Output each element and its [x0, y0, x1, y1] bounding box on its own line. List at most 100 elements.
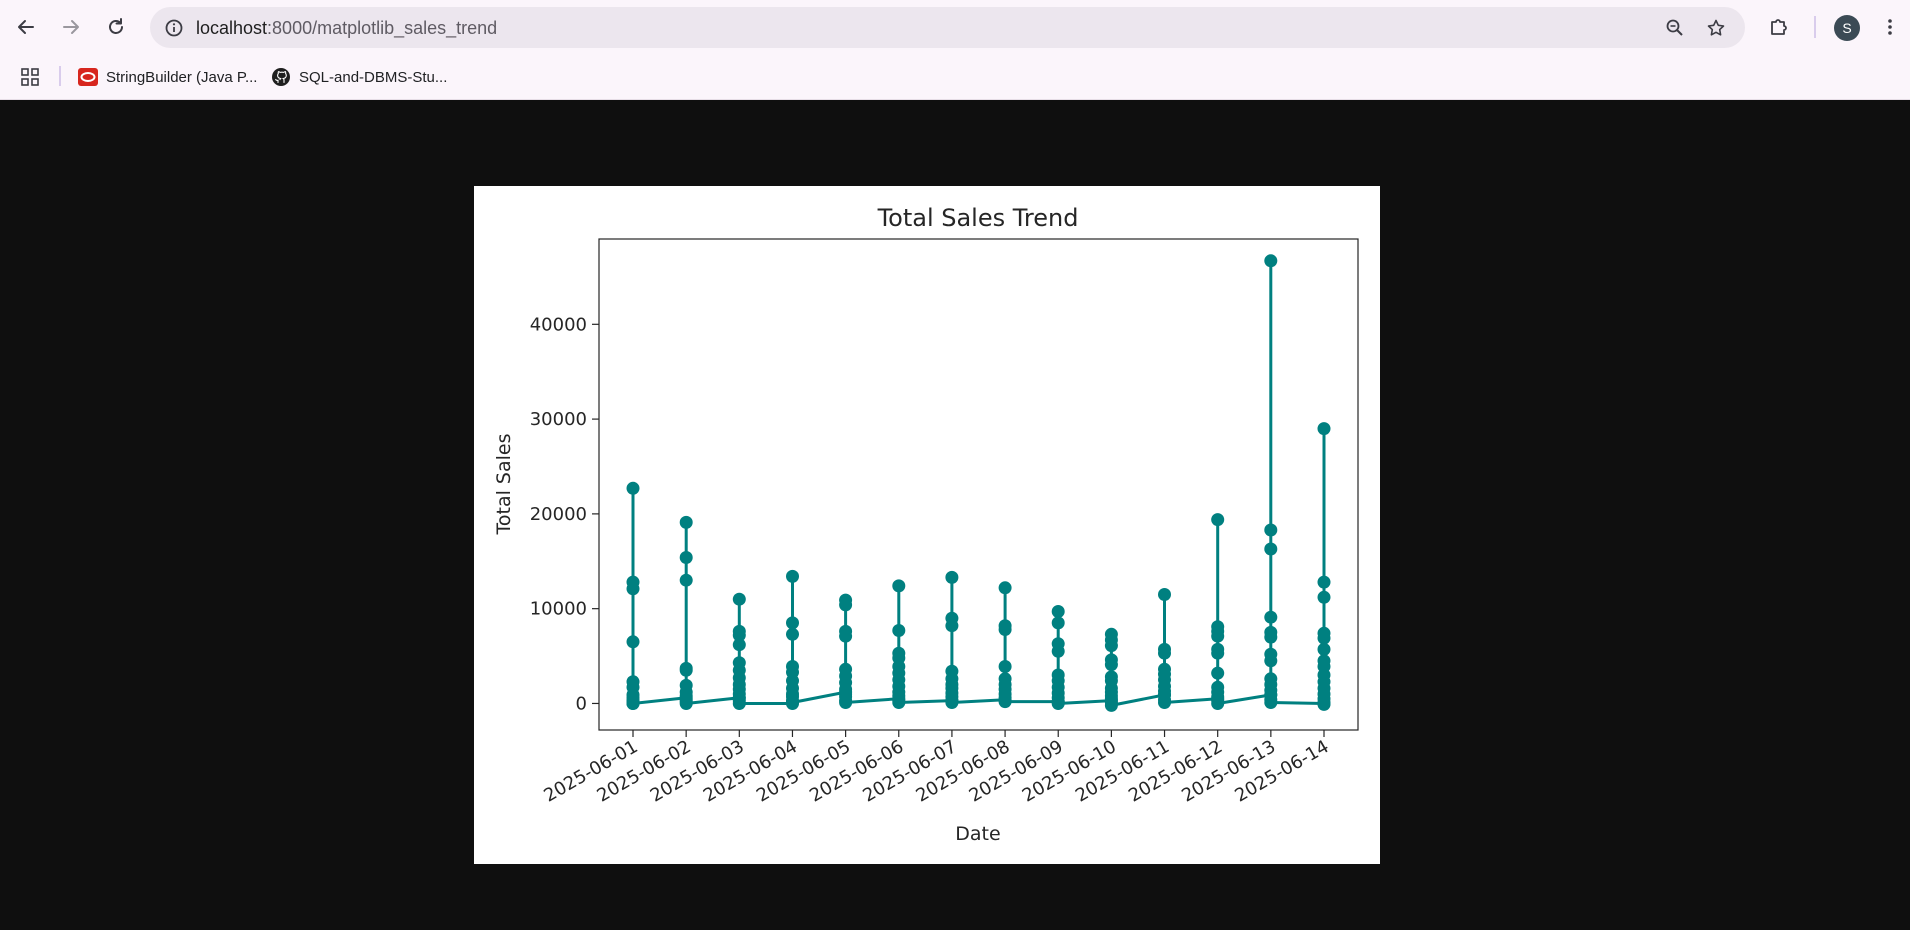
- data-point: [1104, 639, 1118, 653]
- data-point: [1317, 575, 1331, 589]
- data-point: [892, 624, 906, 637]
- y-tick-label: 10000: [530, 599, 587, 620]
- data-point: [1317, 422, 1331, 436]
- bookmark-star-button[interactable]: [1701, 13, 1731, 43]
- forward-arrow-icon: [63, 20, 79, 34]
- apps-grid-icon: [21, 68, 39, 86]
- x-axis: 2025-06-012025-06-022025-06-032025-06-04…: [540, 730, 1333, 807]
- bookmarks-bar: [0, 57, 1910, 100]
- data-point: [839, 598, 853, 612]
- data-point: [945, 696, 959, 709]
- sales-trend-chart: Total Sales Trend 010000200003000040000 …: [493, 204, 1359, 845]
- data-point: [732, 638, 746, 652]
- data-point: [732, 697, 746, 710]
- menu-button[interactable]: [1873, 10, 1907, 44]
- data-point: [626, 635, 640, 649]
- y-axis: 0 10000 20000 30000 40000: [530, 314, 599, 714]
- data-point: [679, 663, 693, 677]
- data-point: [1317, 642, 1331, 656]
- url-path: :8000/matplotlib_sales_trend: [267, 18, 498, 38]
- data-point: [1051, 616, 1065, 630]
- plot-area: [598, 238, 1359, 731]
- zoom-button[interactable]: [1660, 13, 1690, 43]
- data-point: [892, 579, 906, 593]
- data-point: [1264, 523, 1278, 537]
- data-point: [945, 619, 959, 633]
- data-point: [732, 592, 746, 606]
- data-point: [945, 570, 959, 584]
- data-point: [1158, 646, 1171, 660]
- data-point: [679, 697, 693, 710]
- data-point: [626, 582, 640, 596]
- avatar[interactable]: S: [1834, 15, 1860, 41]
- bookmark-label: StringBuilder (Java P...: [106, 68, 258, 86]
- data-point: [1051, 644, 1065, 658]
- chart-title: Total Sales Trend: [877, 204, 1079, 232]
- data-point: [1211, 697, 1225, 710]
- bookmarks-divider: [59, 66, 61, 86]
- data-point: [998, 660, 1012, 673]
- extensions-button[interactable]: [1762, 10, 1796, 44]
- data-point: [786, 627, 799, 641]
- data-point: [1051, 605, 1065, 618]
- y-tick-label: 20000: [530, 504, 587, 525]
- puzzle-icon: [1771, 19, 1787, 35]
- data-point: [786, 569, 799, 583]
- more-vertical-icon: [1888, 19, 1892, 35]
- data-point: [839, 696, 853, 709]
- address-bar[interactable]: localhost:8000/matplotlib_sales_trend: [150, 7, 1745, 48]
- github-icon: [271, 67, 291, 87]
- data-point: [998, 581, 1012, 595]
- data-point: [1317, 631, 1331, 645]
- data-point: [839, 629, 853, 643]
- site-info-button[interactable]: [159, 13, 189, 43]
- bookmark-sql-dbms[interactable]: SQL-and-DBMS-Stu...: [271, 62, 447, 92]
- browser-toolbar: localhost:8000/matplotlib_sales_trend S: [0, 0, 1910, 57]
- bookmark-label: SQL-and-DBMS-Stu...: [299, 68, 448, 86]
- data-point: [732, 628, 746, 642]
- data-point: [626, 481, 640, 495]
- data-point: [1104, 698, 1118, 712]
- url-text[interactable]: localhost:8000/matplotlib_sales_trend: [196, 18, 497, 39]
- reload-icon: [109, 18, 123, 34]
- series-layer: [626, 254, 1331, 712]
- zoom-icon: [1666, 19, 1683, 36]
- back-arrow-icon: [18, 20, 34, 34]
- data-point: [786, 616, 799, 630]
- url-host: localhost: [196, 18, 268, 38]
- data-point: [1264, 696, 1278, 709]
- data-point: [1211, 666, 1225, 680]
- data-point: [1264, 630, 1278, 644]
- bookmark-stringbuilder[interactable]: StringBuilder (Java P...: [78, 62, 257, 92]
- reload-button[interactable]: [99, 10, 133, 44]
- data-point: [1264, 542, 1278, 556]
- forward-button[interactable]: [54, 10, 88, 44]
- star-icon: [1707, 19, 1725, 36]
- y-tick-label: 0: [576, 693, 587, 714]
- data-point: [892, 696, 906, 709]
- apps-button[interactable]: [20, 62, 40, 92]
- data-point: [1158, 696, 1171, 709]
- data-point: [998, 623, 1012, 636]
- data-point: [1211, 513, 1225, 527]
- data-point: [1051, 697, 1065, 710]
- data-point: [998, 695, 1012, 709]
- back-button[interactable]: [9, 10, 43, 44]
- chart-figure: Total Sales Trend 0 10000 20000 30000 40000 …: [474, 186, 1380, 864]
- data-point: [1158, 588, 1171, 601]
- x-axis-label: Date: [955, 823, 1000, 845]
- data-point: [1264, 610, 1278, 624]
- data-point: [626, 697, 640, 710]
- data-point: [1317, 697, 1331, 711]
- data-point: [1317, 590, 1331, 604]
- data-point: [1264, 254, 1278, 268]
- data-point: [1211, 646, 1225, 660]
- data-point: [786, 696, 799, 709]
- y-tick-label: 40000: [530, 314, 587, 335]
- data-point: [679, 573, 693, 587]
- y-tick-label: 30000: [530, 409, 587, 430]
- data-point: [679, 551, 693, 564]
- data-point: [1264, 654, 1278, 668]
- oracle-icon: [78, 67, 98, 87]
- info-icon: [165, 19, 183, 37]
